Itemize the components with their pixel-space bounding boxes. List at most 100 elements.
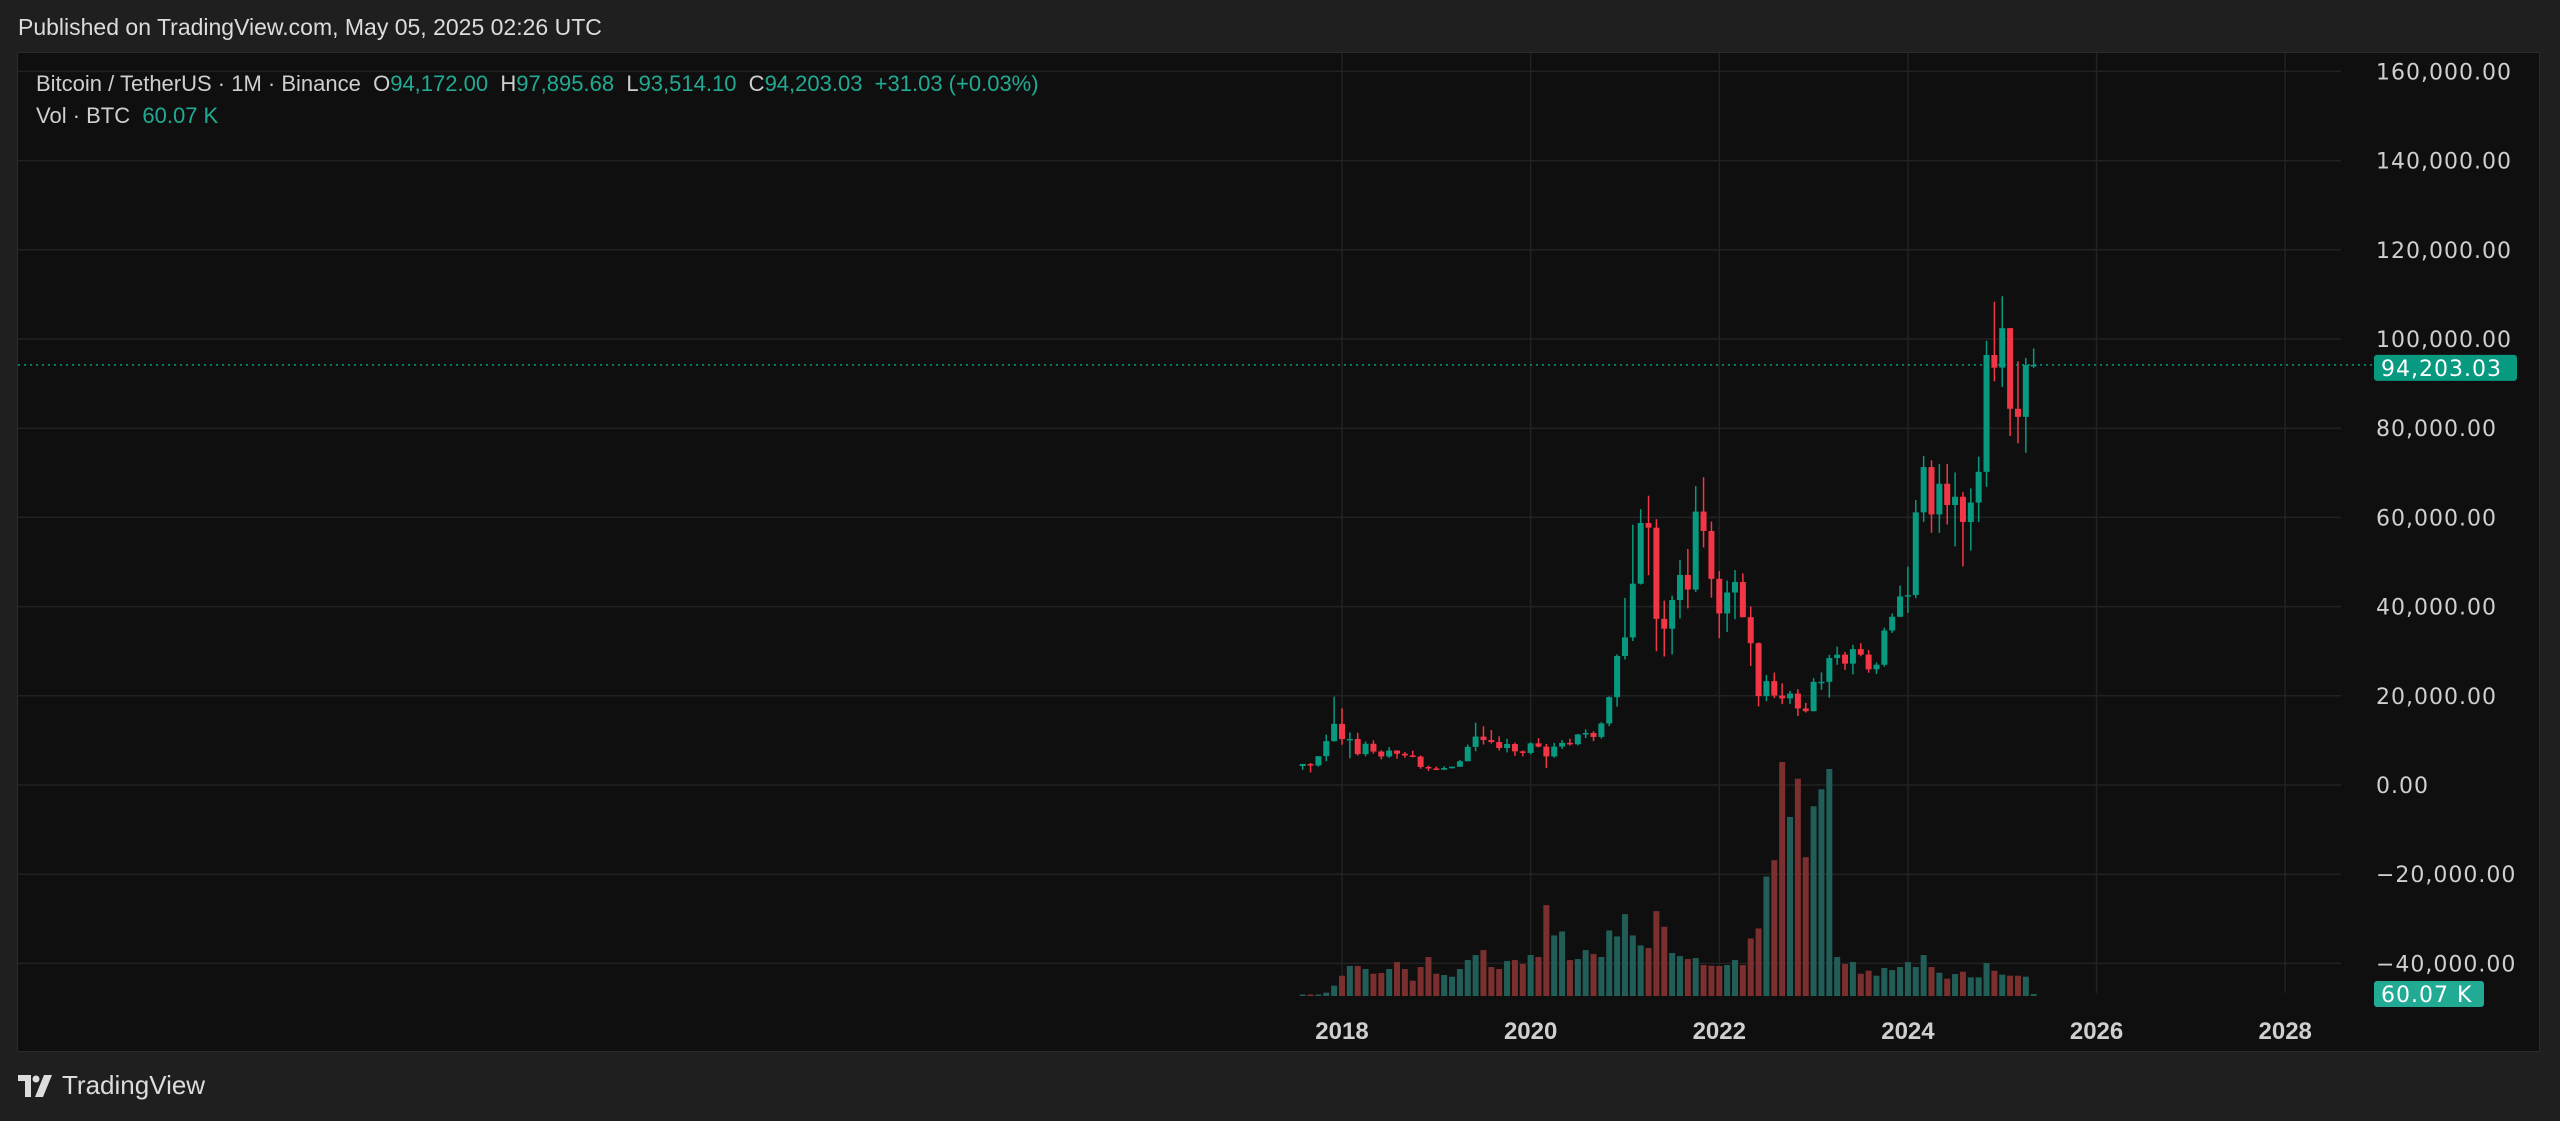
candle-body [1315,756,1322,766]
candle-body [1582,733,1589,735]
volume-bar [1708,965,1715,996]
high-value: 97,895.68 [516,71,615,96]
last-volume-badge [2374,981,2484,1007]
candle-body [1818,681,1825,684]
volume-bar [1865,970,1872,996]
candle-body [1755,643,1762,697]
candle-body [1920,467,1927,513]
candle-body [1307,764,1314,766]
last-volume-badge-text: 60.07 K [2381,983,2472,1008]
volume-bar [2022,976,2029,996]
volume-bar [1692,958,1699,996]
candle-body [1716,578,1723,614]
candle-body [1488,740,1495,743]
volume-row: Vol · BTC 60.07 K [36,100,1039,132]
high-label: H [500,71,517,96]
last-price-badge-text: 94,203.03 [2381,357,2502,382]
candle-body [1983,355,1990,472]
volume-bar [1771,860,1778,996]
candle-body [1732,582,1738,593]
candle-body [1897,596,1904,617]
candle-body [1747,617,1754,644]
candle-body [1802,708,1809,712]
candle-body [1700,511,1707,532]
candle-body [1441,767,1448,770]
candle-body [1637,523,1644,584]
volume-bar [1842,964,1849,996]
candle-body [1598,723,1605,737]
candle-body [1535,743,1542,747]
candle-body [1331,723,1338,742]
candle-body [2014,408,2021,417]
y-tick-label: −40,000.00 [2376,952,2516,977]
volume-bar [1724,965,1731,996]
candle-body [1386,750,1393,757]
volume-bar [1920,955,1927,996]
volume-bar [1645,948,1652,996]
price-chart[interactable]: 160,000.00 140,000.00 120,000.00 100,000.00… [18,53,2541,1053]
volume-bar [1401,969,1408,996]
volume-bar [2030,994,2037,996]
candle-body [1559,742,1566,747]
y-tick-label: 40,000.00 [2376,596,2497,621]
volume-bar [1456,969,1463,996]
candle-body [1339,723,1345,740]
x-tick-label: 2022 [1693,1018,1746,1045]
volume-bar [1944,978,1951,996]
candle-body [1692,511,1699,590]
volume-bar [1999,974,2006,996]
volume-bar [1315,994,1322,996]
volume-bar [1897,967,1904,996]
symbol-title[interactable]: Bitcoin / TetherUS · 1M · Binance [36,71,361,96]
volume-bar [1409,980,1416,996]
volume-bar [1928,967,1935,996]
volume-bar [1299,994,1306,996]
volume-bar [1818,789,1825,996]
volume-bar [1716,966,1723,996]
volume-bar [1378,973,1385,996]
volume-bar [1802,857,1809,996]
volume-bar [1936,972,1943,996]
volume-bar [1889,970,1896,996]
x-tick-label: 2020 [1504,1018,1557,1045]
volume-bar [1637,945,1644,996]
candle-body [1991,355,1998,368]
volume-bar [1700,965,1707,996]
change-value: +31.03 (+0.03%) [874,71,1039,96]
candle-body [1975,471,1982,503]
volume-bar [1614,936,1621,996]
y-tick-label: −20,000.00 [2376,863,2516,888]
volume-bar [1394,962,1401,996]
last-price-badge [2374,354,2517,381]
candle-body [1912,512,1919,596]
candle-body [1842,654,1849,664]
volume-bar [1755,928,1762,996]
volume-bar [1606,930,1613,996]
candle-body [1944,483,1951,506]
candle-body [1676,574,1683,601]
candle-body [1826,658,1833,682]
x-tick-label: 2024 [1881,1018,1935,1045]
footer-brand: TradingView [18,1070,205,1101]
candle-body [1621,637,1628,657]
volume-bar [1881,968,1888,996]
volume-bar [1386,969,1393,996]
volume-bar [1629,935,1636,996]
open-label: O [373,71,391,96]
candle-body [1362,743,1369,755]
candle-body [1433,768,1440,770]
volume-bar [1857,973,1864,996]
chart-panel[interactable]: 160,000.00 140,000.00 120,000.00 100,000.00… [17,52,2540,1052]
volume-bar [1834,957,1841,996]
candle-body [1346,738,1353,741]
brand-name: TradingView [62,1070,206,1100]
candle-body [1952,496,1959,506]
volume-bar [1983,963,1990,996]
open-value: 94,172.00 [390,71,489,96]
volume-bar [1763,876,1770,996]
candle-body [1354,738,1361,755]
volume-bar [1511,960,1518,996]
volume-value: 60.07 K [142,103,219,128]
volume-bar [1952,974,1959,996]
volume-label[interactable]: Vol · BTC [36,103,131,128]
